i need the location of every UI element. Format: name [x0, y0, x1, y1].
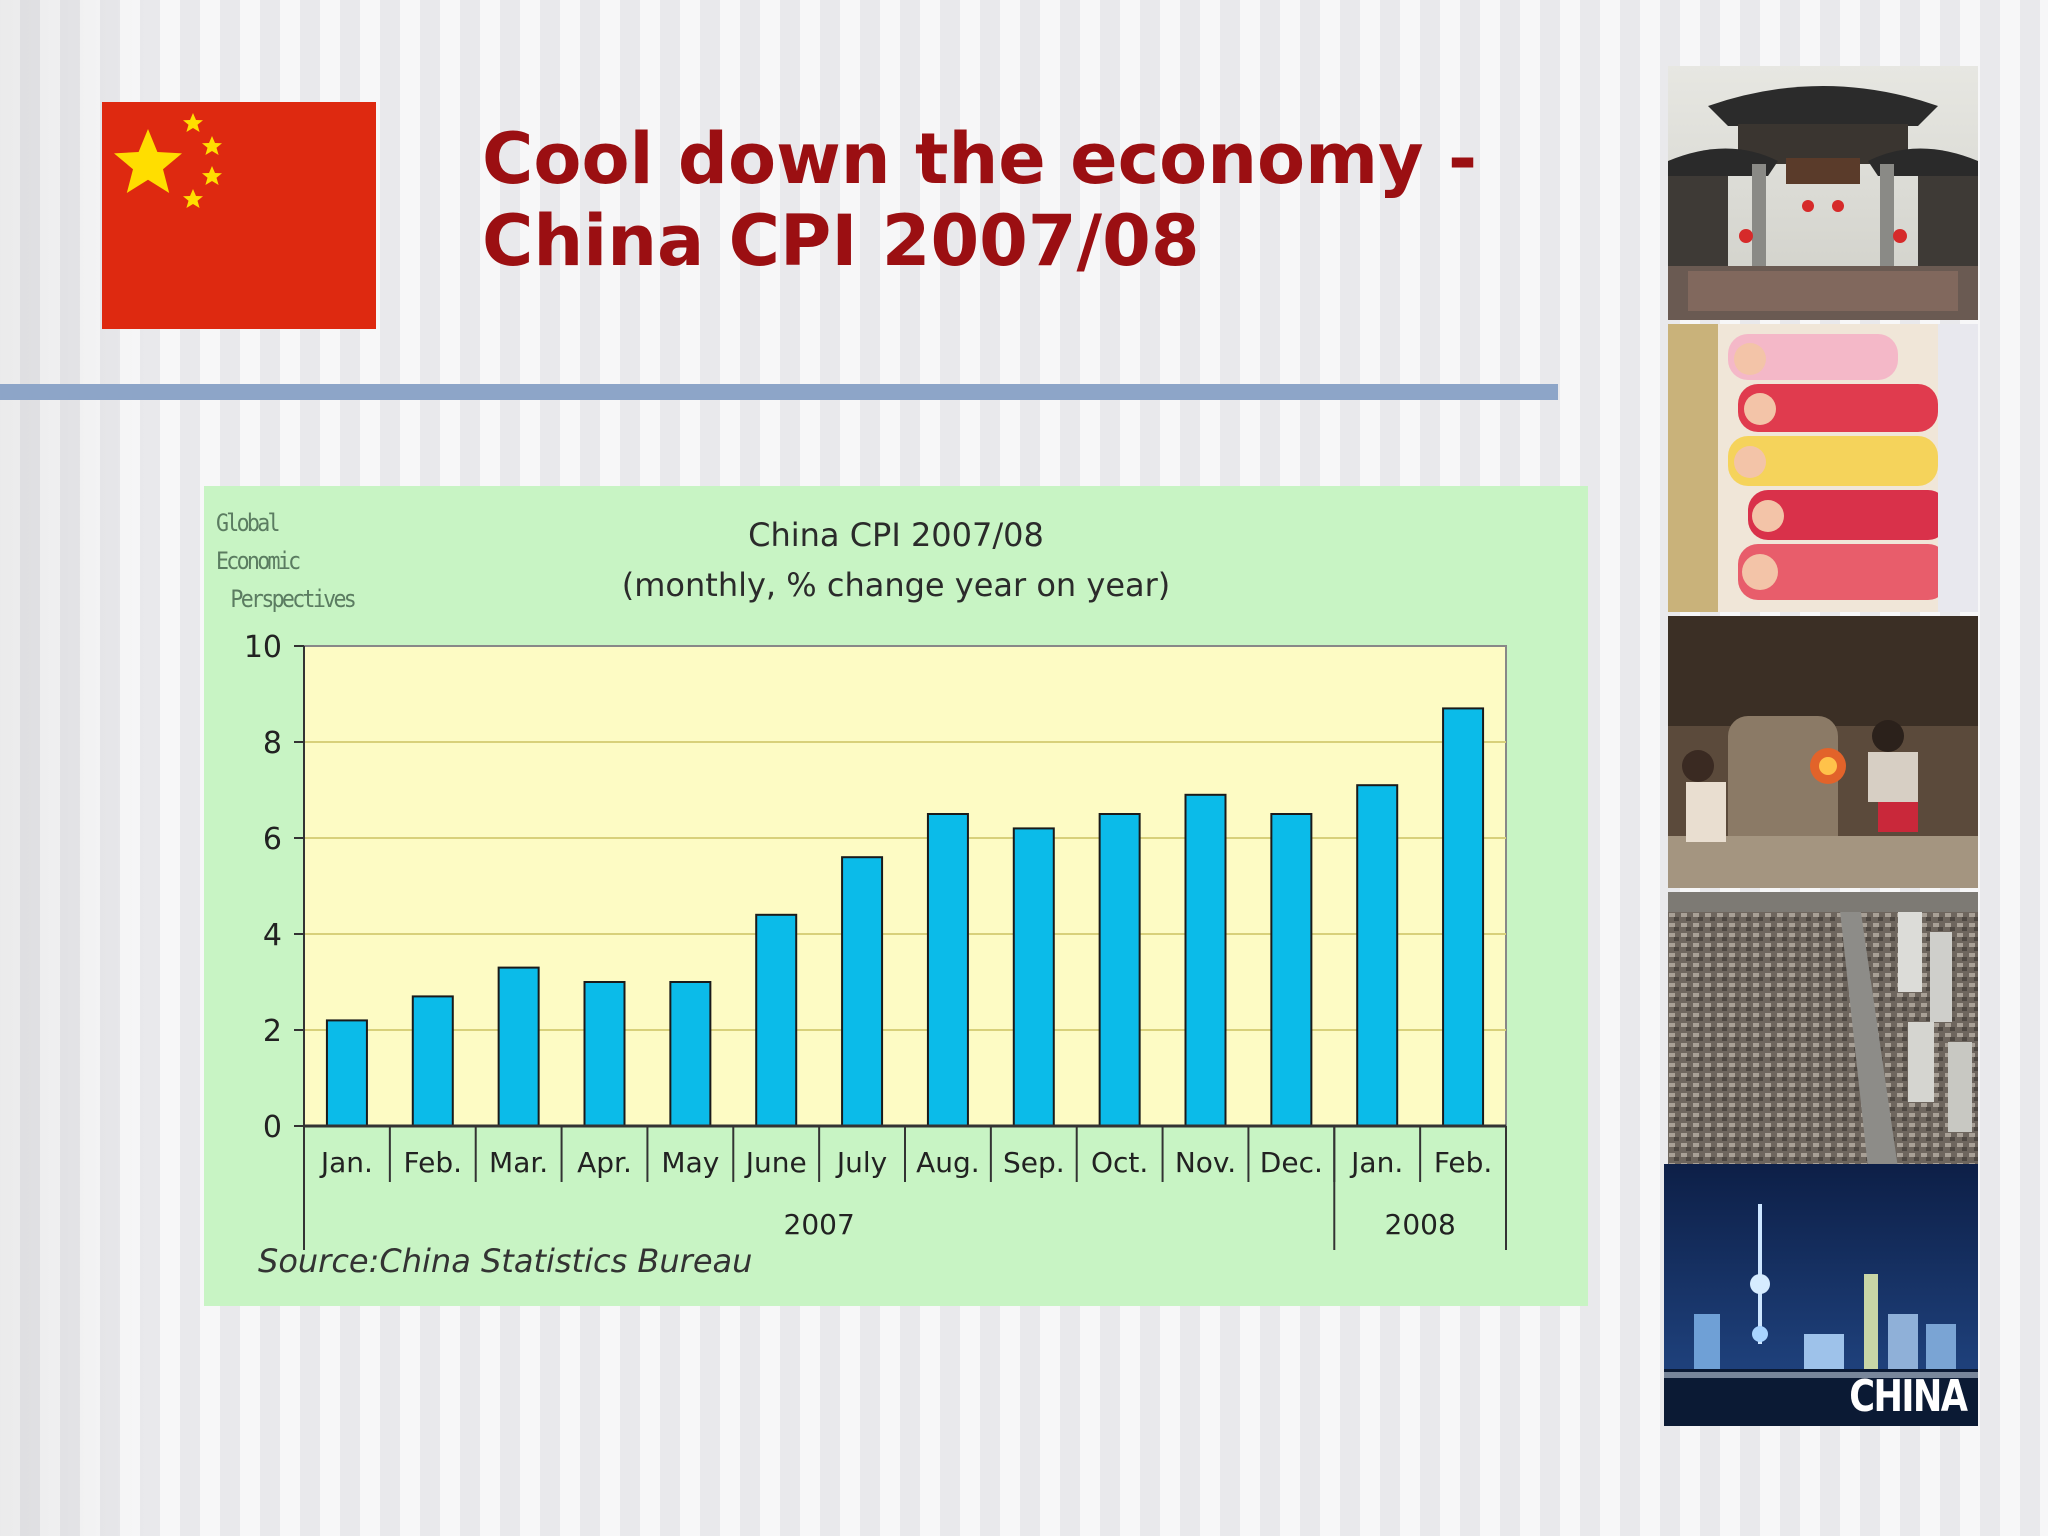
bar-5	[755, 913, 798, 1127]
y-tick-label-0: 0	[263, 1110, 282, 1145]
chart-source: Source:China Statistics Bureau	[258, 1242, 753, 1280]
slide-title-line-2: China CPI 2007/08	[482, 200, 1200, 282]
photo-rural-kitchen	[1668, 616, 1978, 888]
bar-7	[926, 813, 969, 1127]
china-flag-icon	[102, 102, 376, 329]
header-divider	[0, 384, 1558, 400]
bar-13	[1442, 707, 1485, 1127]
photo-city-aerial	[1668, 892, 1978, 1168]
bar-12	[1356, 784, 1399, 1127]
y-tick-label-4: 8	[263, 726, 282, 761]
bar-0	[325, 1019, 368, 1128]
bar-8	[1012, 827, 1055, 1127]
x-tick-label-1: Feb.	[404, 1146, 462, 1179]
bar-3	[583, 981, 626, 1127]
x-tick-label-7: Aug.	[916, 1146, 980, 1179]
y-tick-label-5: 10	[244, 630, 282, 665]
chart-title: China CPI 2007/08	[748, 516, 1044, 554]
year-group-label-1: 2008	[1385, 1208, 1456, 1241]
chart-plot: 0 2 4 6 8 10 Jan. Feb. Mar. Apr. May June July Aug. Se…	[244, 630, 1507, 1250]
bar-1	[411, 995, 454, 1127]
china-label: CHINA	[1848, 1371, 1968, 1422]
y-tick-label-3: 6	[263, 822, 282, 857]
watermark-line-1: Global Economic	[216, 509, 301, 575]
x-tick-label-13: Feb.	[1434, 1146, 1492, 1179]
x-tick-label-8: Sep.	[1003, 1146, 1065, 1179]
plot-area	[303, 645, 1507, 1127]
year-group-label-0: 2007	[784, 1208, 855, 1241]
bar-10	[1184, 793, 1227, 1127]
photo-temple-gate	[1668, 66, 1978, 320]
bar-11	[1270, 813, 1313, 1127]
x-tick-label-5: June	[744, 1146, 807, 1179]
flag-field	[102, 102, 376, 329]
x-tick-label-11: Dec.	[1260, 1146, 1323, 1179]
cpi-chart: Global Economic Perspectives China CPI 2…	[204, 486, 1588, 1306]
y-tick-label-2: 4	[263, 918, 282, 953]
bar-6	[841, 856, 884, 1127]
flag-large-star	[114, 129, 182, 193]
slide-title-line-1: Cool down the economy -	[482, 118, 1478, 200]
photo-shanghai-skyline	[1664, 1164, 1978, 1426]
bar-2	[497, 966, 540, 1127]
flag-small-star-3	[202, 166, 222, 185]
chart-watermark: Global Economic Perspectives	[216, 504, 369, 618]
flag-small-star-2	[202, 136, 222, 155]
x-tick-label-0: Jan.	[319, 1146, 373, 1179]
x-tick-label-10: Nov.	[1175, 1146, 1236, 1179]
x-tick-label-4: May	[661, 1146, 719, 1179]
chart-subtitle: (monthly, % change year on year)	[621, 566, 1171, 604]
photo-collage: CHINA	[1664, 66, 1982, 1426]
x-tick-label-12: Jan.	[1349, 1146, 1403, 1179]
x-tick-label-9: Oct.	[1091, 1146, 1148, 1179]
flag-small-star-1	[183, 113, 203, 132]
x-tick-label-2: Mar.	[489, 1146, 548, 1179]
x-tick-label-6: July	[835, 1146, 887, 1179]
x-tick-label-3: Apr.	[577, 1146, 632, 1179]
bar-4	[669, 981, 712, 1127]
y-tick-label-1: 2	[263, 1014, 282, 1049]
watermark-line-2: Perspectives	[230, 585, 356, 613]
bar-9	[1098, 813, 1141, 1127]
slide-title: Cool down the economy - China CPI 2007/0…	[482, 118, 1532, 282]
flag-small-star-4	[183, 189, 203, 208]
photo-newborn-babies	[1668, 324, 1978, 612]
